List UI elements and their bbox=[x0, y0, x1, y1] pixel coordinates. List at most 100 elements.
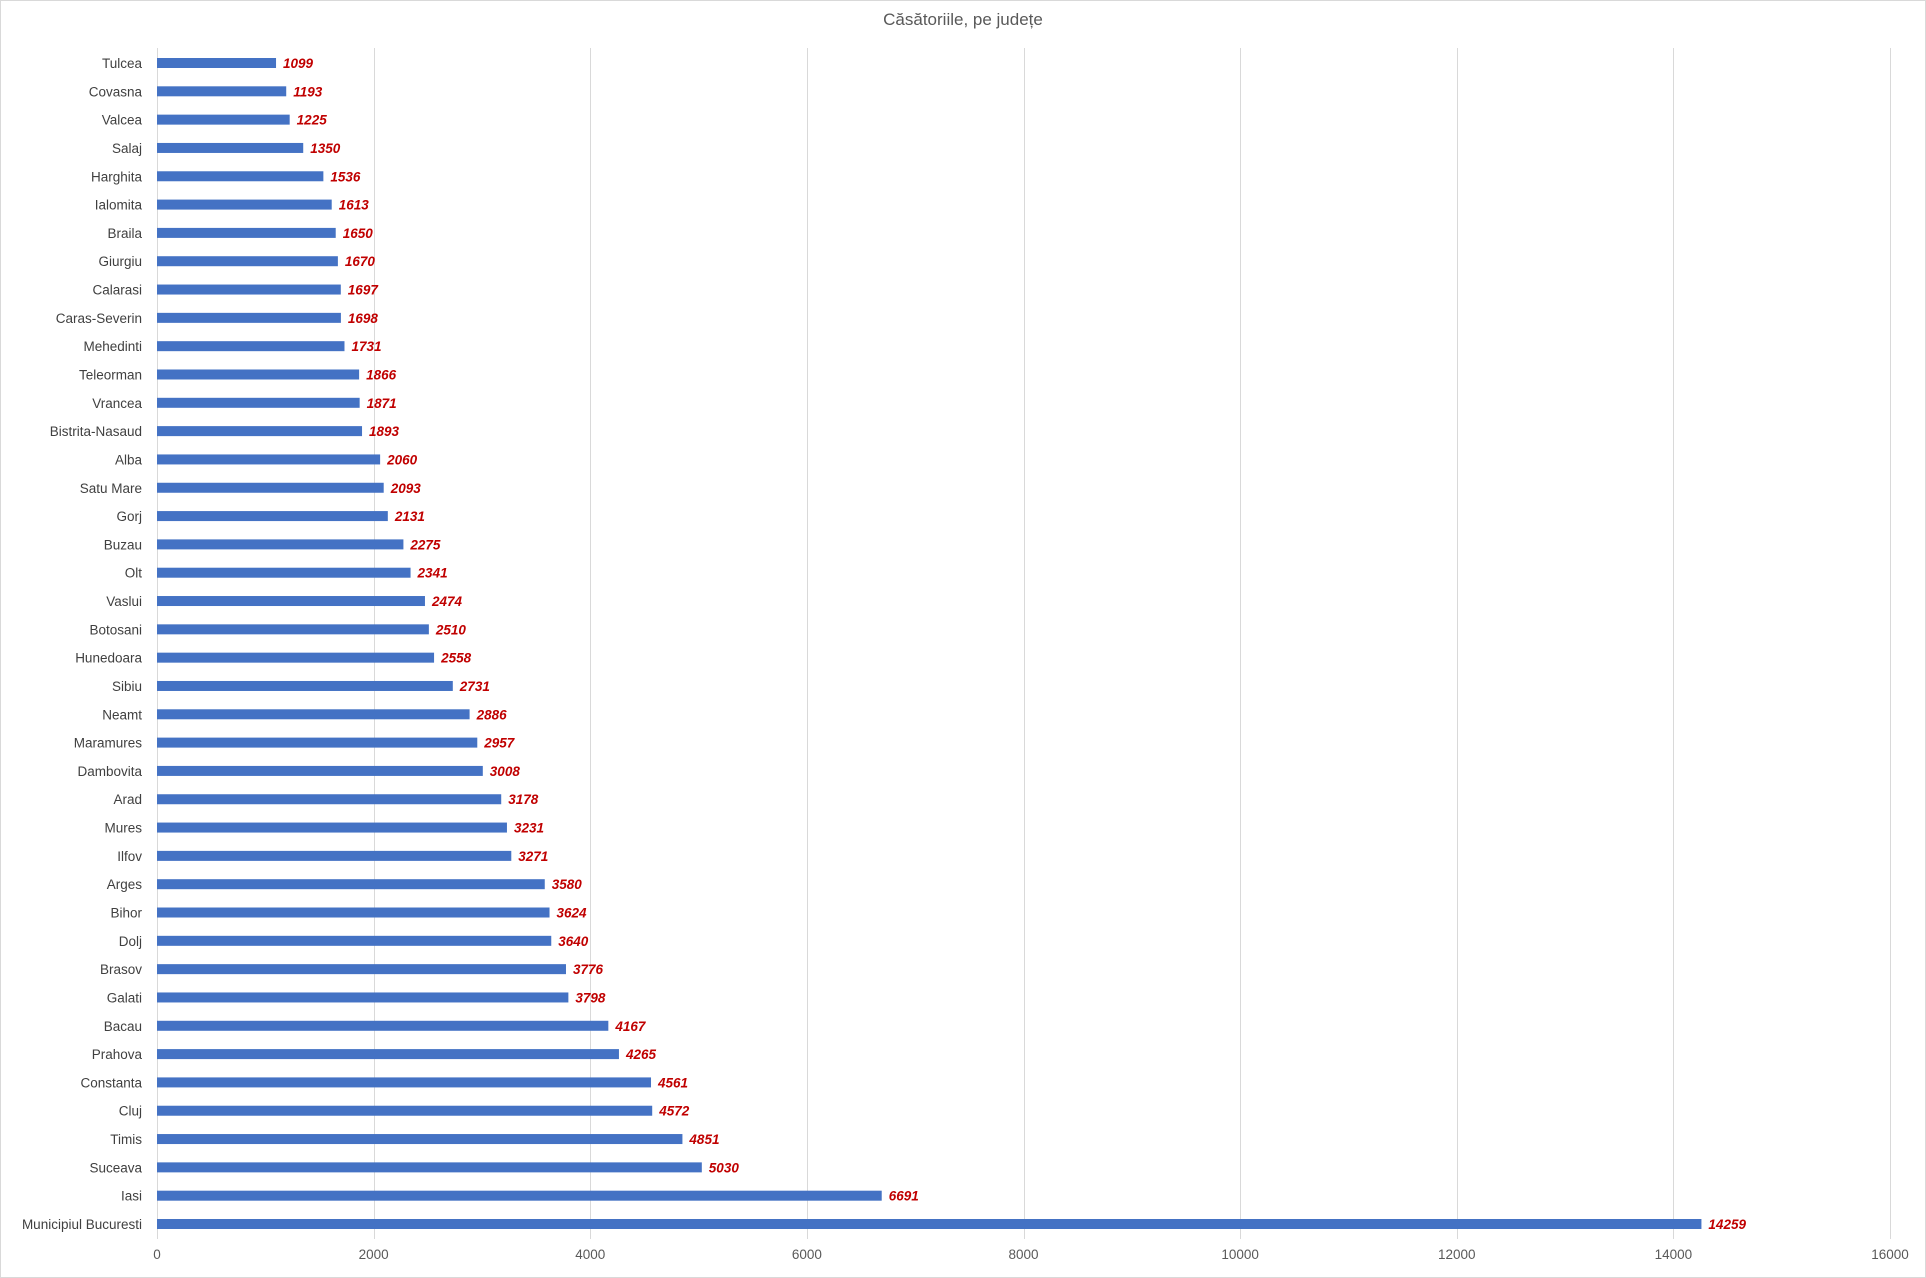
data-label: 2558 bbox=[440, 651, 472, 666]
category-label: Dolj bbox=[119, 934, 142, 949]
bar bbox=[157, 1219, 1702, 1229]
data-label: 2510 bbox=[435, 622, 467, 637]
category-label: Tulcea bbox=[102, 56, 143, 71]
bar bbox=[157, 256, 338, 267]
data-label: 14259 bbox=[1708, 1217, 1746, 1232]
category-label: Suceava bbox=[89, 1160, 142, 1175]
x-tick-label: 16000 bbox=[1871, 1247, 1909, 1262]
data-label: 1099 bbox=[283, 56, 314, 71]
category-label: Satu Mare bbox=[80, 481, 142, 496]
x-tick-label: 0 bbox=[153, 1247, 161, 1262]
category-label: Mehedinti bbox=[83, 339, 142, 354]
category-label: Brasov bbox=[100, 962, 142, 977]
data-label: 1650 bbox=[343, 226, 374, 241]
data-label: 4265 bbox=[625, 1047, 657, 1062]
bar bbox=[157, 86, 287, 97]
chart-title: Căsătoriile, pe județe bbox=[883, 10, 1043, 29]
data-labels: 1099 1193 1225 1350 1536 1613 1650 1670 1697 1698… bbox=[283, 56, 1746, 1232]
x-tick-label: 4000 bbox=[575, 1247, 605, 1262]
data-label: 1893 bbox=[369, 424, 400, 439]
bar bbox=[157, 312, 341, 323]
bar bbox=[157, 850, 512, 861]
category-label: Prahova bbox=[92, 1047, 143, 1062]
bar bbox=[157, 539, 404, 550]
x-tick-label: 10000 bbox=[1221, 1247, 1259, 1262]
category-label: Constanta bbox=[80, 1075, 142, 1090]
bar bbox=[157, 199, 332, 210]
category-label: Arges bbox=[107, 877, 143, 892]
data-label: 1225 bbox=[297, 113, 328, 128]
bar bbox=[157, 652, 435, 663]
category-label: Teleorman bbox=[79, 367, 142, 382]
category-label: Salaj bbox=[112, 141, 142, 156]
x-tick-label: 8000 bbox=[1008, 1247, 1038, 1262]
bar bbox=[157, 822, 507, 833]
data-label: 3798 bbox=[575, 990, 606, 1005]
bar bbox=[157, 1105, 653, 1116]
bar bbox=[157, 567, 411, 578]
data-label: 3776 bbox=[573, 962, 604, 977]
data-label: 6691 bbox=[889, 1189, 919, 1204]
bar bbox=[157, 1020, 609, 1031]
bar bbox=[157, 1049, 619, 1060]
bar bbox=[157, 1190, 882, 1201]
data-label: 1193 bbox=[293, 84, 323, 99]
category-label: Harghita bbox=[91, 169, 143, 184]
bar bbox=[157, 737, 478, 748]
bar bbox=[157, 482, 384, 493]
bar bbox=[157, 907, 550, 918]
data-label: 1536 bbox=[330, 169, 361, 184]
bar bbox=[157, 879, 545, 890]
data-label: 3624 bbox=[557, 906, 588, 921]
bar bbox=[157, 397, 360, 408]
x-tick-label: 12000 bbox=[1438, 1247, 1476, 1262]
data-label: 1871 bbox=[367, 396, 397, 411]
bar bbox=[157, 171, 324, 182]
bars bbox=[157, 58, 1702, 1229]
category-label: Calarasi bbox=[92, 283, 142, 298]
category-label: Buzau bbox=[104, 537, 142, 552]
bar bbox=[157, 1162, 702, 1173]
bar bbox=[157, 596, 425, 607]
category-label: Arad bbox=[113, 792, 142, 807]
category-label: Valcea bbox=[102, 113, 143, 128]
bar bbox=[157, 284, 341, 295]
data-label: 3231 bbox=[514, 821, 544, 836]
bar bbox=[157, 511, 388, 522]
data-label: 1670 bbox=[345, 254, 376, 269]
bar bbox=[157, 624, 429, 635]
bar bbox=[157, 1077, 652, 1088]
data-label: 3580 bbox=[552, 877, 583, 892]
category-label: Maramures bbox=[74, 736, 143, 751]
data-label: 3640 bbox=[558, 934, 589, 949]
data-label: 2093 bbox=[390, 481, 422, 496]
category-label: Bistrita-Nasaud bbox=[50, 424, 142, 439]
x-tick-label: 14000 bbox=[1655, 1247, 1693, 1262]
category-label: Ilfov bbox=[117, 849, 142, 864]
bar bbox=[157, 341, 345, 352]
data-label: 5030 bbox=[709, 1160, 740, 1175]
bar bbox=[157, 964, 566, 975]
category-label: Hunedoara bbox=[75, 651, 142, 666]
bar bbox=[157, 709, 470, 720]
x-tick-label: 2000 bbox=[359, 1247, 389, 1262]
bar bbox=[157, 369, 360, 380]
data-label: 3008 bbox=[490, 764, 521, 779]
category-label: Iasi bbox=[121, 1189, 142, 1204]
data-label: 1350 bbox=[310, 141, 341, 156]
bar bbox=[157, 765, 483, 776]
data-label: 2275 bbox=[409, 537, 441, 552]
data-label: 3178 bbox=[508, 792, 539, 807]
category-labels: Tulcea Covasna Valcea Salaj Harghita Ialomita… bbox=[22, 56, 143, 1232]
data-label: 2957 bbox=[483, 736, 516, 751]
category-label: Vrancea bbox=[92, 396, 142, 411]
category-label: Galati bbox=[107, 990, 142, 1005]
data-label: 4561 bbox=[657, 1075, 688, 1090]
x-axis-tick-labels: 0 2000 4000 6000 8000 10000 12000 14000 16000 bbox=[153, 1247, 1909, 1262]
category-label: Bihor bbox=[110, 906, 142, 921]
bar bbox=[157, 426, 363, 437]
data-label: 2341 bbox=[417, 566, 448, 581]
data-label: 2886 bbox=[476, 707, 508, 722]
gridlines bbox=[157, 48, 1891, 1239]
